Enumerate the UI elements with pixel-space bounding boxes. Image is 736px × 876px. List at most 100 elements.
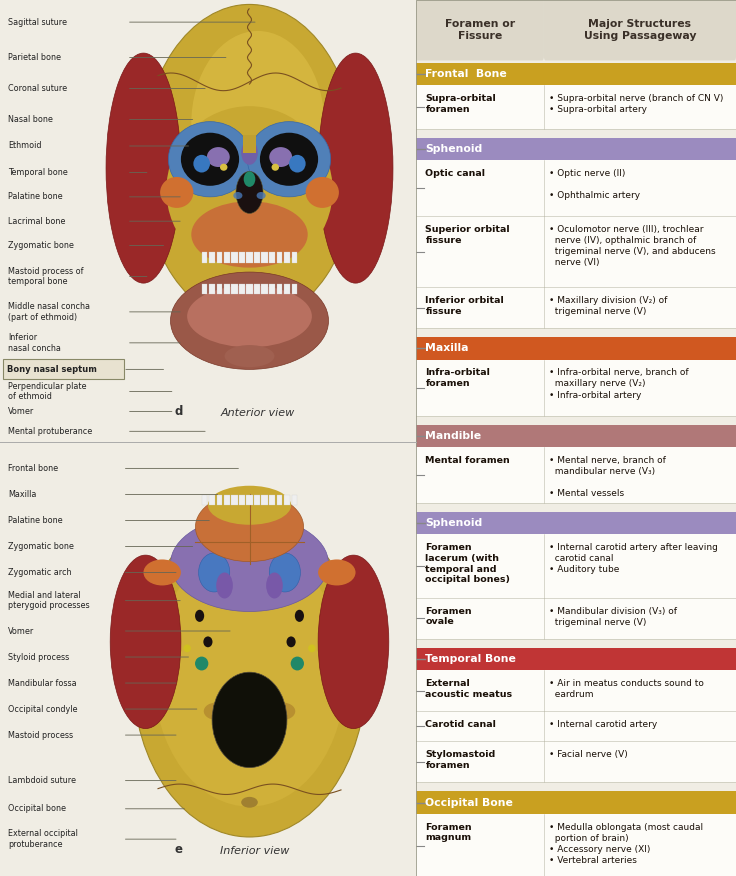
Ellipse shape bbox=[171, 516, 328, 611]
Bar bbox=[209, 495, 215, 505]
Bar bbox=[416, 216, 736, 287]
Bar bbox=[209, 285, 215, 294]
Text: Foramen or
Fissure: Foramen or Fissure bbox=[445, 19, 515, 40]
Bar bbox=[202, 252, 208, 263]
Ellipse shape bbox=[257, 192, 266, 199]
Bar bbox=[284, 495, 290, 505]
Ellipse shape bbox=[196, 492, 303, 562]
Text: • Mental nerve, branch of
  mandibular nerve (V₃)

• Mental vessels: • Mental nerve, branch of mandibular ner… bbox=[549, 456, 665, 498]
Bar bbox=[202, 285, 208, 294]
Text: • Oculomotor nerve (III), trochlear
  nerve (IV), opthalmic branch of
  trigemin: • Oculomotor nerve (III), trochlear nerv… bbox=[549, 225, 715, 267]
Text: • Internal carotid artery: • Internal carotid artery bbox=[549, 720, 657, 729]
Bar bbox=[291, 252, 297, 263]
Bar bbox=[254, 285, 261, 294]
Ellipse shape bbox=[269, 147, 292, 167]
Text: Zygomatic bone: Zygomatic bone bbox=[8, 241, 74, 250]
Bar bbox=[291, 495, 297, 505]
Ellipse shape bbox=[291, 657, 304, 670]
Text: • Air in meatus conducts sound to
  eardrum: • Air in meatus conducts sound to eardru… bbox=[549, 679, 704, 699]
Bar bbox=[254, 495, 261, 505]
Bar bbox=[416, 337, 736, 360]
Bar bbox=[246, 495, 253, 505]
Ellipse shape bbox=[295, 610, 304, 622]
Text: Occipital bone: Occipital bone bbox=[8, 804, 66, 813]
Text: Carotid canal: Carotid canal bbox=[425, 720, 496, 729]
Text: • Internal carotid artery after leaving
  carotid canal
• Auditory tube: • Internal carotid artery after leaving … bbox=[549, 543, 718, 575]
Bar bbox=[202, 495, 208, 505]
Bar bbox=[231, 252, 238, 263]
Text: Anterior view: Anterior view bbox=[220, 408, 294, 418]
Ellipse shape bbox=[260, 132, 318, 186]
Bar bbox=[416, 711, 736, 741]
Text: Perpendicular plate
of ethmoid: Perpendicular plate of ethmoid bbox=[8, 382, 87, 401]
Bar bbox=[416, 287, 736, 328]
Bar bbox=[261, 252, 268, 263]
Text: Coronal suture: Coronal suture bbox=[8, 84, 68, 93]
Text: Inferior view: Inferior view bbox=[220, 846, 290, 857]
Ellipse shape bbox=[207, 147, 230, 167]
Bar bbox=[246, 252, 253, 263]
Bar bbox=[238, 252, 245, 263]
Text: Bony nasal septum: Bony nasal septum bbox=[7, 365, 97, 374]
Text: Foramen
ovale: Foramen ovale bbox=[425, 607, 472, 626]
Bar bbox=[217, 495, 222, 505]
Bar bbox=[277, 285, 282, 294]
Ellipse shape bbox=[195, 657, 208, 670]
Text: Mental foramen: Mental foramen bbox=[425, 456, 510, 465]
Text: Palatine bone: Palatine bone bbox=[8, 193, 63, 201]
Bar bbox=[254, 252, 261, 263]
Text: Middle nasal concha
(part of ethmoid): Middle nasal concha (part of ethmoid) bbox=[8, 302, 91, 321]
Text: Ethmoid: Ethmoid bbox=[8, 142, 42, 151]
Bar bbox=[238, 285, 245, 294]
Ellipse shape bbox=[216, 573, 233, 598]
Bar bbox=[416, 160, 736, 216]
Bar bbox=[217, 285, 222, 294]
Ellipse shape bbox=[244, 172, 255, 187]
Text: • Supra-orbital nerve (branch of CN V)
• Supra-orbital artery: • Supra-orbital nerve (branch of CN V) •… bbox=[549, 95, 723, 115]
Bar bbox=[416, 63, 736, 86]
Ellipse shape bbox=[154, 547, 345, 807]
Ellipse shape bbox=[169, 122, 252, 197]
Text: Parietal bone: Parietal bone bbox=[8, 53, 61, 62]
Text: Mastoid process: Mastoid process bbox=[8, 731, 74, 739]
Bar bbox=[416, 534, 736, 598]
Bar bbox=[277, 252, 282, 263]
Ellipse shape bbox=[270, 703, 295, 720]
FancyBboxPatch shape bbox=[544, 0, 736, 60]
Ellipse shape bbox=[318, 53, 393, 283]
Text: Occipital condyle: Occipital condyle bbox=[8, 704, 78, 714]
Ellipse shape bbox=[224, 345, 275, 367]
Bar bbox=[209, 252, 215, 263]
Ellipse shape bbox=[272, 164, 279, 171]
Ellipse shape bbox=[194, 155, 210, 173]
Bar bbox=[238, 495, 245, 505]
Bar bbox=[416, 512, 736, 534]
Ellipse shape bbox=[160, 177, 194, 208]
Bar bbox=[416, 598, 736, 639]
Text: e: e bbox=[174, 844, 183, 857]
Ellipse shape bbox=[289, 155, 305, 173]
Text: d: d bbox=[174, 405, 183, 418]
Bar bbox=[243, 135, 256, 152]
Text: Vomer: Vomer bbox=[8, 407, 35, 416]
Bar bbox=[416, 138, 736, 160]
Ellipse shape bbox=[181, 132, 239, 186]
Bar bbox=[416, 86, 736, 129]
Ellipse shape bbox=[318, 560, 355, 585]
Ellipse shape bbox=[204, 703, 229, 720]
Ellipse shape bbox=[244, 569, 255, 603]
FancyBboxPatch shape bbox=[3, 359, 124, 378]
Ellipse shape bbox=[233, 192, 242, 199]
Text: • Facial nerve (V): • Facial nerve (V) bbox=[549, 750, 628, 759]
Bar bbox=[217, 252, 222, 263]
Ellipse shape bbox=[133, 516, 366, 837]
Text: Foramen
lacerum (with
temporal and
occipital bones): Foramen lacerum (with temporal and occip… bbox=[425, 543, 511, 584]
Ellipse shape bbox=[141, 4, 358, 323]
Text: Styloid process: Styloid process bbox=[8, 653, 70, 661]
Text: Lacrimal bone: Lacrimal bone bbox=[8, 216, 66, 226]
Ellipse shape bbox=[241, 140, 258, 165]
Bar bbox=[284, 285, 290, 294]
Bar bbox=[416, 447, 736, 503]
Ellipse shape bbox=[195, 610, 204, 622]
Text: • Mandibular division (V₃) of
  trigeminal nerve (V): • Mandibular division (V₃) of trigeminal… bbox=[549, 607, 676, 626]
